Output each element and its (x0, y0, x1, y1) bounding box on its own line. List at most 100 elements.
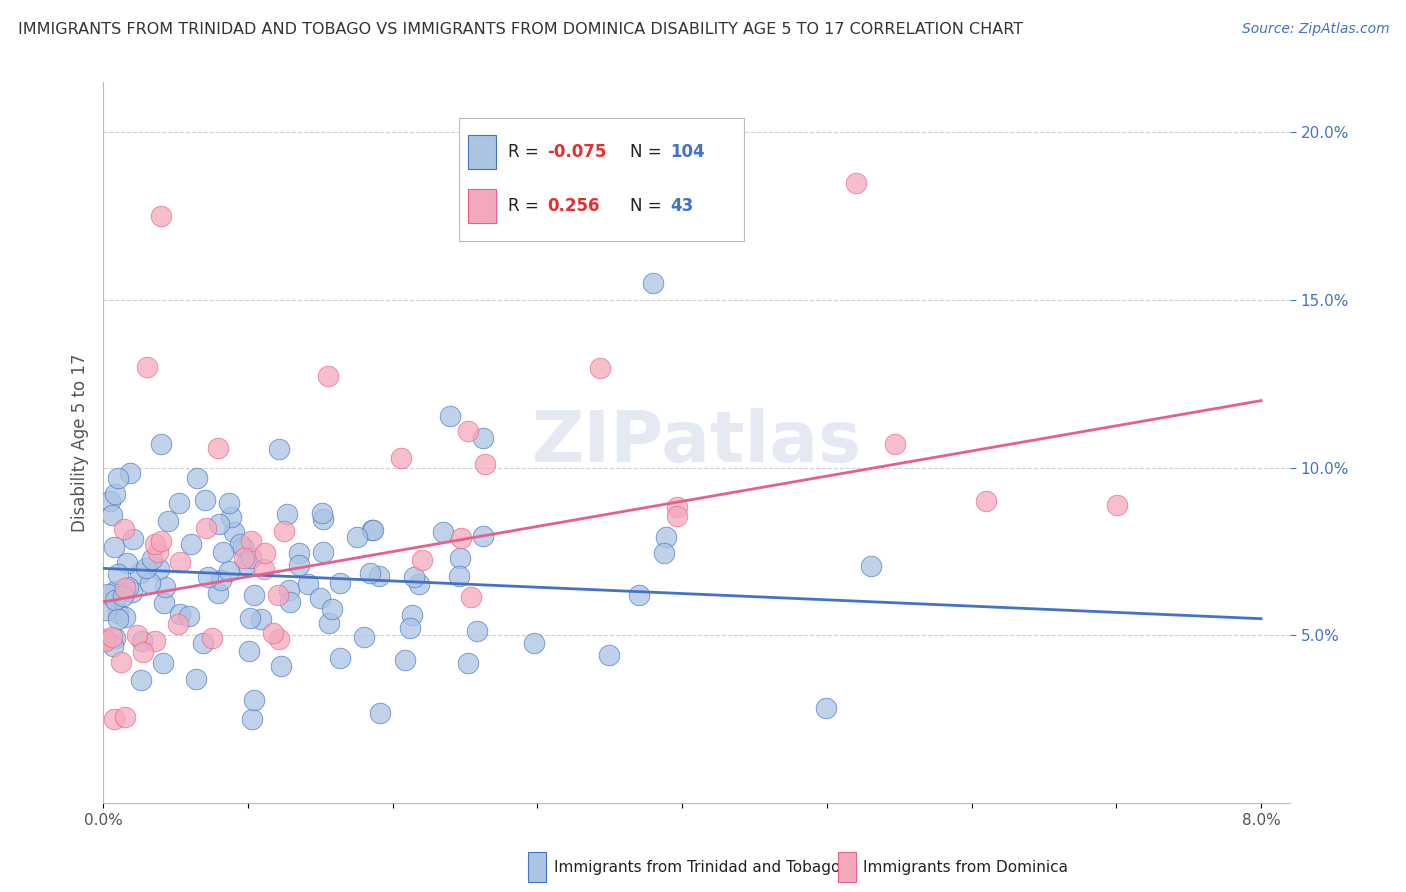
Point (98, 494, 121, 508)
Point (93, 633, 115, 648)
Point (643, 276, 665, 290)
Point (250, 612, 273, 626)
Point (121, 584, 143, 599)
Point (432, 524, 454, 539)
Point (267, 632, 290, 646)
Point (184, 673, 207, 687)
Point (125, 628, 148, 642)
Point (149, 436, 172, 450)
Point (101, 508, 124, 522)
Point (141, 552, 163, 566)
Point (402, 570, 425, 584)
Point (169, 555, 191, 569)
Point (150, 534, 173, 549)
Point (262, 626, 284, 640)
Point (229, 537, 252, 551)
Point (238, 644, 260, 658)
Point (318, 615, 340, 630)
Point (277, 583, 299, 598)
Point (129, 566, 152, 581)
Point (240, 712, 263, 726)
Point (117, 556, 139, 570)
Point (114, 609, 136, 624)
Point (194, 493, 217, 508)
Point (276, 508, 298, 522)
Point (394, 653, 416, 667)
Point (240, 533, 263, 548)
Point (974, 494, 997, 508)
Point (103, 712, 125, 726)
Point (361, 523, 384, 537)
Point (287, 558, 309, 572)
Point (208, 516, 231, 531)
Point (153, 580, 176, 594)
Point (666, 509, 689, 524)
Point (666, 500, 689, 515)
Point (180, 537, 202, 551)
Point (167, 496, 190, 510)
Point (186, 471, 208, 485)
Point (132, 644, 155, 658)
Point (460, 590, 482, 604)
Point (270, 658, 292, 673)
Point (122, 532, 145, 546)
Point (104, 632, 127, 646)
Point (146, 545, 169, 559)
Point (240, 550, 263, 565)
Point (273, 524, 295, 539)
Point (101, 631, 124, 645)
Point (101, 639, 124, 653)
Point (472, 529, 495, 543)
Point (152, 656, 174, 670)
Point (589, 361, 612, 376)
Point (297, 577, 319, 591)
Point (346, 531, 368, 545)
Point (212, 545, 235, 559)
Point (120, 466, 142, 480)
Point (845, 176, 868, 190)
Point (368, 706, 391, 721)
Point (135, 360, 157, 375)
Point (328, 576, 350, 591)
Point (253, 562, 276, 576)
Point (107, 567, 129, 582)
Point (367, 569, 389, 583)
Point (447, 569, 470, 583)
Point (242, 693, 264, 707)
Point (107, 471, 129, 485)
Point (329, 651, 352, 665)
Text: ZIPatlas: ZIPatlas (531, 408, 862, 477)
Point (652, 546, 675, 560)
Point (103, 541, 125, 555)
Point (114, 581, 136, 595)
Point (411, 553, 433, 567)
Point (169, 607, 191, 621)
Point (207, 586, 229, 600)
Point (312, 512, 335, 526)
Point (219, 509, 242, 524)
Point (628, 588, 651, 602)
Point (201, 631, 224, 645)
Point (457, 657, 479, 671)
Point (177, 609, 200, 624)
Point (884, 437, 907, 451)
Point (359, 566, 381, 581)
Point (232, 550, 254, 565)
Point (139, 575, 162, 590)
Point (1105, 498, 1128, 512)
Point (472, 432, 495, 446)
Point (94, 603, 117, 617)
Point (209, 573, 232, 587)
Point (321, 602, 343, 616)
Point (269, 442, 291, 457)
Text: Immigrants from Dominica: Immigrants from Dominica (863, 860, 1069, 874)
Point (152, 596, 174, 610)
Point (401, 607, 423, 622)
Point (598, 648, 620, 663)
Text: IMMIGRANTS FROM TRINIDAD AND TOBAGO VS IMMIGRANTS FROM DOMINICA DISABILITY AGE 5: IMMIGRANTS FROM TRINIDAD AND TOBAGO VS I… (18, 22, 1024, 37)
Point (311, 506, 333, 520)
Point (654, 530, 676, 544)
Point (465, 624, 488, 638)
Point (288, 546, 311, 560)
Point (239, 611, 262, 625)
